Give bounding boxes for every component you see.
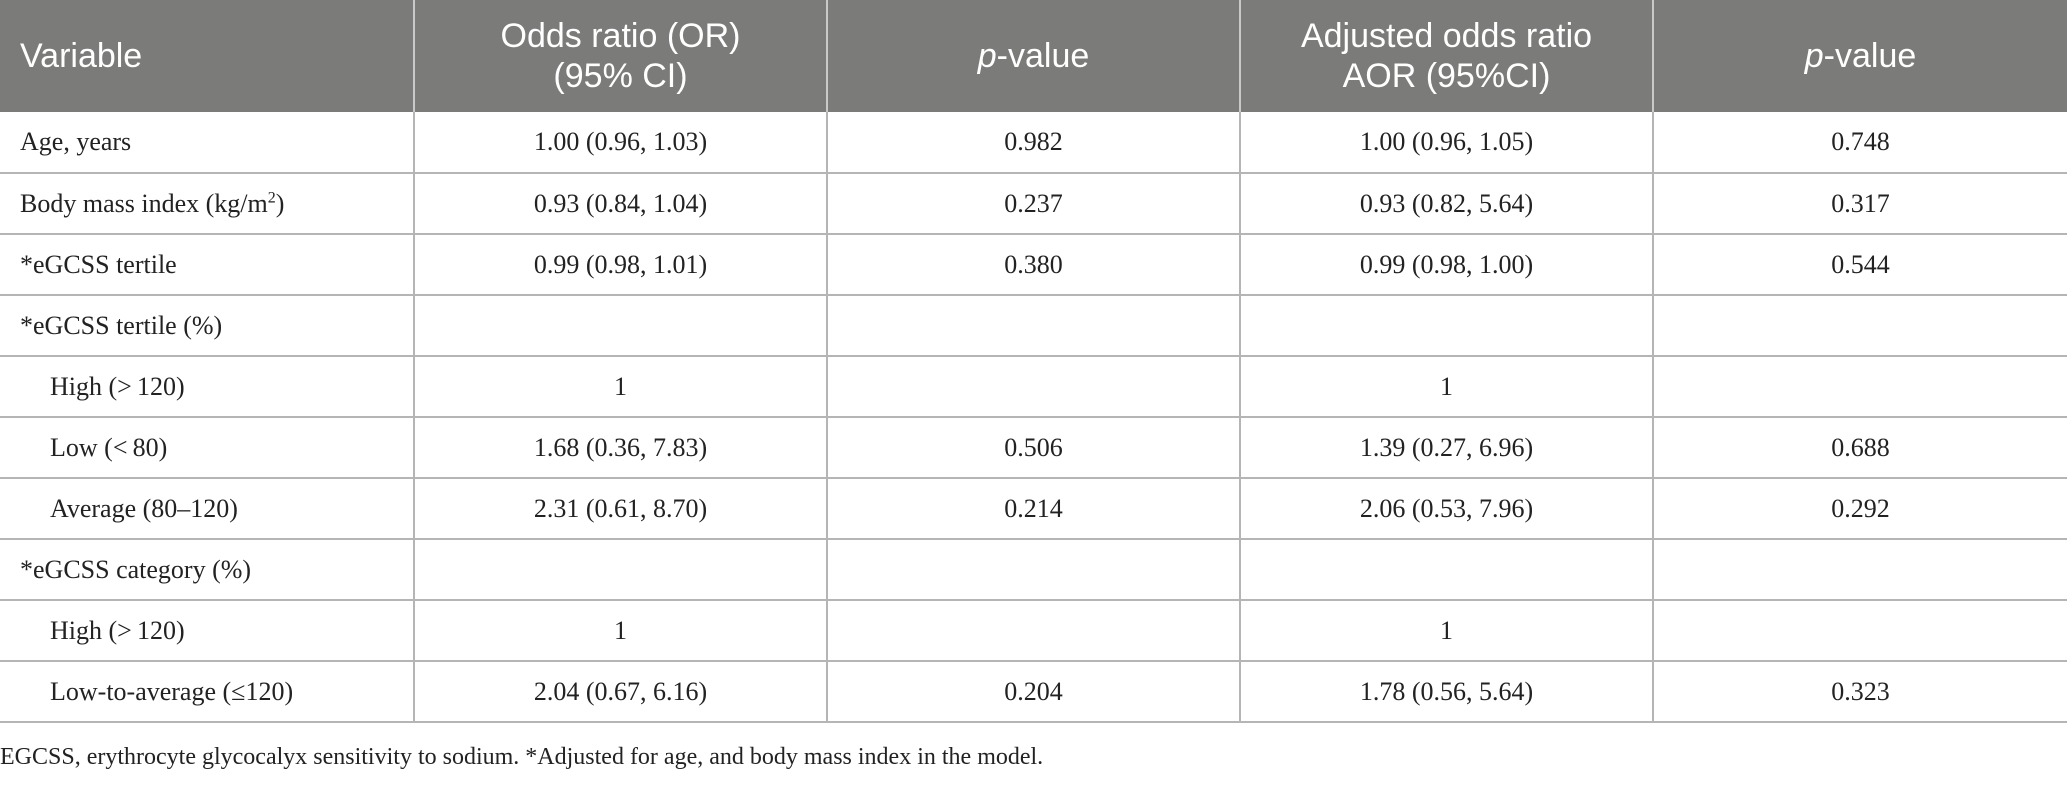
table-row-tertile-average: Average (80–120) 2.31 (0.61, 8.70) 0.214… bbox=[0, 478, 2067, 540]
header-odds-ratio-line2: (95% CI) bbox=[553, 57, 688, 95]
cell-variable: Low (< 80) bbox=[0, 417, 415, 479]
cell-or: 1 bbox=[414, 356, 828, 418]
cell-p-adj: 0.748 bbox=[1653, 112, 2067, 174]
cell-p: 0.506 bbox=[827, 417, 1241, 479]
table-row-category-high: High (> 120) 1 1 bbox=[0, 600, 2067, 662]
header-adjusted-p-value-italic: p bbox=[1804, 37, 1824, 75]
table-row-tertile-high: High (> 120) 1 1 bbox=[0, 356, 2067, 418]
cell-p bbox=[827, 539, 1241, 601]
header-adjusted-odds-ratio-line1: Adjusted odds ratio bbox=[1300, 17, 1593, 55]
cell-p bbox=[827, 295, 1241, 357]
cell-p-adj bbox=[1653, 356, 2067, 418]
cell-aor: 1.39 (0.27, 6.96) bbox=[1240, 417, 1654, 479]
cell-variable-superscript: 2 bbox=[267, 188, 276, 206]
cell-aor: 1 bbox=[1240, 600, 1654, 662]
cell-p-adj: 0.544 bbox=[1653, 234, 2067, 296]
header-p-value-italic: p bbox=[977, 37, 997, 75]
cell-p: 0.380 bbox=[827, 234, 1241, 296]
cell-variable-text: Body mass index (kg/m bbox=[20, 188, 268, 218]
cell-or: 1.68 (0.36, 7.83) bbox=[414, 417, 828, 479]
cell-variable: Low-to-average (≤120) bbox=[0, 661, 415, 723]
cell-or: 0.93 (0.84, 1.04) bbox=[414, 173, 828, 235]
table-row-age: Age, years 1.00 (0.96, 1.03) 0.982 1.00 … bbox=[0, 112, 2067, 174]
cell-p-adj: 0.323 bbox=[1653, 661, 2067, 723]
cell-p: 0.237 bbox=[827, 173, 1241, 235]
cell-aor: 1 bbox=[1240, 356, 1654, 418]
cell-p-adj bbox=[1653, 295, 2067, 357]
cell-or: 1 bbox=[414, 600, 828, 662]
cell-p: 0.204 bbox=[827, 661, 1241, 723]
cell-or: 1.00 (0.96, 1.03) bbox=[414, 112, 828, 174]
cell-aor bbox=[1240, 295, 1654, 357]
cell-variable: *eGCSS tertile bbox=[0, 234, 415, 296]
cell-aor: 1.78 (0.56, 5.64) bbox=[1240, 661, 1654, 723]
cell-p-adj: 0.292 bbox=[1653, 478, 2067, 540]
cell-p-adj bbox=[1653, 539, 2067, 601]
cell-p: 0.982 bbox=[827, 112, 1241, 174]
cell-aor: 2.06 (0.53, 7.96) bbox=[1240, 478, 1654, 540]
cell-or bbox=[414, 539, 828, 601]
cell-p-adj: 0.688 bbox=[1653, 417, 2067, 479]
cell-aor: 0.99 (0.98, 1.00) bbox=[1240, 234, 1654, 296]
cell-p: 0.214 bbox=[827, 478, 1241, 540]
regression-table-wrapper: Variable Odds ratio (OR) (95% CI) p-valu… bbox=[0, 0, 2067, 723]
header-adjusted-p-value: p-value bbox=[1653, 0, 2067, 112]
cell-variable: *eGCSS tertile (%) bbox=[0, 295, 415, 357]
header-adjusted-odds-ratio: Adjusted odds ratio AOR (95%CI) bbox=[1240, 0, 1654, 112]
cell-or bbox=[414, 295, 828, 357]
cell-p-adj: 0.317 bbox=[1653, 173, 2067, 235]
table-row-egcss-tertile: *eGCSS tertile 0.99 (0.98, 1.01) 0.380 0… bbox=[0, 234, 2067, 296]
header-p-value-rest: -value bbox=[996, 37, 1090, 75]
header-p-value: p-value bbox=[827, 0, 1241, 112]
header-odds-ratio: Odds ratio (OR) (95% CI) bbox=[414, 0, 828, 112]
cell-p bbox=[827, 356, 1241, 418]
header-adjusted-p-value-rest: -value bbox=[1823, 37, 1917, 75]
regression-table: Variable Odds ratio (OR) (95% CI) p-valu… bbox=[0, 0, 2067, 723]
cell-aor: 1.00 (0.96, 1.05) bbox=[1240, 112, 1654, 174]
cell-variable: High (> 120) bbox=[0, 356, 415, 418]
table-row-bmi: Body mass index (kg/m2) 0.93 (0.84, 1.04… bbox=[0, 173, 2067, 235]
cell-p bbox=[827, 600, 1241, 662]
table-row-category-low-to-average: Low-to-average (≤120) 2.04 (0.67, 6.16) … bbox=[0, 661, 2067, 723]
table-row-egcss-tertile-pct: *eGCSS tertile (%) bbox=[0, 295, 2067, 357]
header-adjusted-odds-ratio-line2: AOR (95%CI) bbox=[1342, 57, 1551, 95]
cell-variable: Average (80–120) bbox=[0, 478, 415, 540]
table-row-egcss-category: *eGCSS category (%) bbox=[0, 539, 2067, 601]
cell-variable: Age, years bbox=[0, 112, 415, 174]
header-odds-ratio-line1: Odds ratio (OR) bbox=[500, 17, 741, 55]
table-header-row: Variable Odds ratio (OR) (95% CI) p-valu… bbox=[0, 0, 2067, 112]
cell-variable: Body mass index (kg/m2) bbox=[0, 173, 415, 235]
cell-variable: *eGCSS category (%) bbox=[0, 539, 415, 601]
cell-aor: 0.93 (0.82, 5.64) bbox=[1240, 173, 1654, 235]
table-footnote: EGCSS, erythrocyte glycocalyx sensitivit… bbox=[0, 744, 1044, 770]
cell-aor bbox=[1240, 539, 1654, 601]
table-row-tertile-low: Low (< 80) 1.68 (0.36, 7.83) 0.506 1.39 … bbox=[0, 417, 2067, 479]
cell-or: 0.99 (0.98, 1.01) bbox=[414, 234, 828, 296]
cell-or: 2.04 (0.67, 6.16) bbox=[414, 661, 828, 723]
cell-or: 2.31 (0.61, 8.70) bbox=[414, 478, 828, 540]
cell-variable: High (> 120) bbox=[0, 600, 415, 662]
cell-variable-close: ) bbox=[275, 188, 285, 218]
cell-p-adj bbox=[1653, 600, 2067, 662]
header-variable-label: Variable bbox=[20, 37, 143, 75]
header-variable: Variable bbox=[0, 0, 415, 112]
